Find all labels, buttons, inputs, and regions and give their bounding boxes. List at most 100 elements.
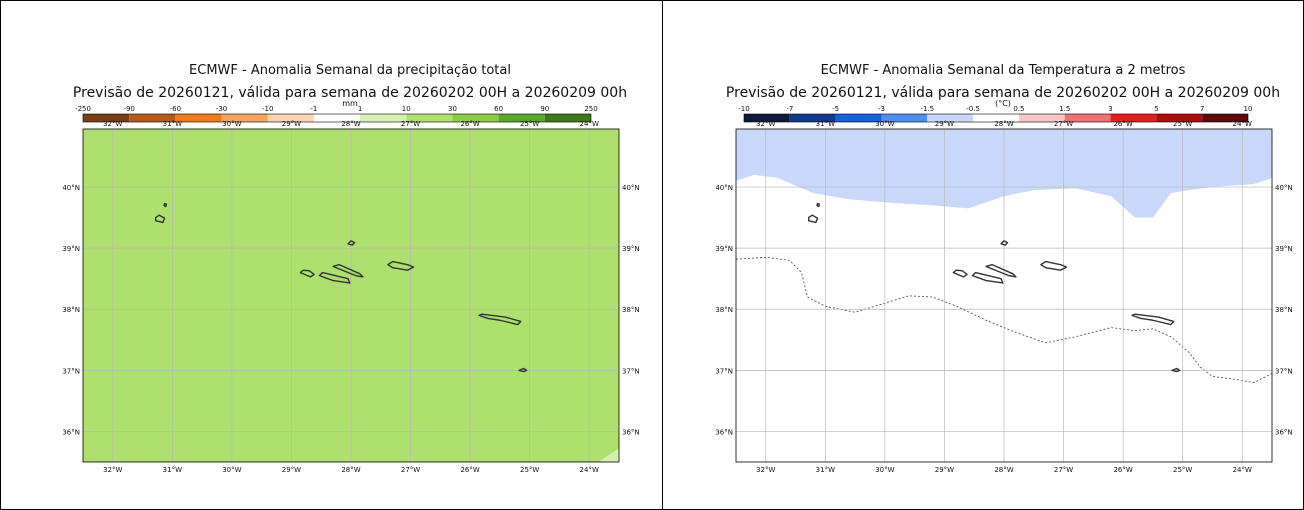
colorbar-tick-label: -1.5 bbox=[920, 105, 934, 113]
colorbar-tick-label: 90 bbox=[540, 105, 549, 113]
colorbar-tick-label: 30 bbox=[448, 105, 457, 113]
island-outline bbox=[816, 202, 821, 208]
island-outline bbox=[985, 263, 1017, 278]
lon-label-bottom: 31°W bbox=[816, 466, 835, 474]
lon-label-bottom: 28°W bbox=[341, 466, 360, 474]
lon-label-top: 30°W bbox=[222, 120, 241, 128]
island-outline bbox=[163, 202, 168, 208]
island-outline bbox=[518, 367, 528, 373]
island-outline bbox=[952, 269, 968, 278]
panel-subtitle: Previsão de 20260121, válida para semana… bbox=[726, 85, 1280, 101]
island-outline bbox=[332, 263, 364, 278]
colorbar-bin bbox=[835, 114, 882, 122]
island-outline bbox=[1131, 313, 1175, 326]
colorbar-bin bbox=[267, 114, 314, 122]
island-outline bbox=[478, 313, 522, 326]
colorbar-bin bbox=[1156, 114, 1203, 122]
lat-label-right: 37°N bbox=[622, 367, 640, 375]
lat-label-left: 36°N bbox=[715, 428, 733, 436]
colorbar-unit: (°C) bbox=[995, 99, 1011, 108]
map-border bbox=[735, 128, 1273, 463]
island-outline bbox=[154, 214, 166, 224]
lat-label-left: 40°N bbox=[62, 184, 80, 192]
lat-label-right: 39°N bbox=[622, 245, 640, 253]
lon-label-top: 26°W bbox=[460, 120, 479, 128]
colorbar-bin bbox=[1064, 114, 1111, 122]
lon-label-top: 29°W bbox=[935, 120, 954, 128]
lat-label-right: 40°N bbox=[1275, 184, 1293, 192]
lon-label-bottom: 25°W bbox=[1173, 466, 1192, 474]
colorbar-bin bbox=[452, 114, 499, 122]
lat-label-left: 38°N bbox=[62, 306, 80, 314]
lon-label-top: 29°W bbox=[282, 120, 301, 128]
colorbar-tick-label: 0.5 bbox=[1013, 105, 1024, 113]
lon-label-top: 31°W bbox=[163, 120, 182, 128]
colorbar-unit: mm bbox=[342, 99, 358, 108]
panel-subtitle: Previsão de 20260121, válida para semana… bbox=[73, 85, 627, 101]
lon-label-bottom: 24°W bbox=[1233, 466, 1252, 474]
lat-label-right: 38°N bbox=[622, 306, 640, 314]
lat-label-right: 36°N bbox=[1275, 428, 1293, 436]
lon-label-bottom: 24°W bbox=[580, 466, 599, 474]
lat-label-right: 36°N bbox=[622, 428, 640, 436]
lon-label-bottom: 30°W bbox=[222, 466, 241, 474]
colorbar-bin bbox=[973, 114, 1019, 122]
lon-label-bottom: 32°W bbox=[756, 466, 775, 474]
colorbar-tick-label: 1 bbox=[358, 105, 362, 113]
precipitation-map-figure: ECMWF - Anomalia Semanal da precipitação… bbox=[62, 63, 639, 474]
colorbar-bin bbox=[927, 114, 974, 122]
colorbar-bin bbox=[1202, 114, 1248, 122]
island-outline bbox=[971, 271, 1004, 284]
lon-label-bottom: 27°W bbox=[401, 466, 420, 474]
map-border bbox=[82, 128, 620, 463]
temperature-map-figure: ECMWF - Anomalia Semanal da Temperatura … bbox=[715, 63, 1292, 474]
panel-title: ECMWF - Anomalia Semanal da Temperatura … bbox=[821, 63, 1186, 78]
colorbar-tick-label: 3 bbox=[1108, 105, 1112, 113]
lon-label-bottom: 28°W bbox=[994, 466, 1013, 474]
colorbar-tick-label: -60 bbox=[170, 105, 181, 113]
lon-label-bottom: 29°W bbox=[935, 466, 954, 474]
panel-divider bbox=[662, 0, 663, 510]
lon-label-top: 28°W bbox=[341, 120, 360, 128]
colorbar-bin bbox=[360, 114, 407, 122]
lon-label-top: 32°W bbox=[103, 120, 122, 128]
lon-label-top: 28°W bbox=[994, 120, 1013, 128]
lon-label-top: 27°W bbox=[1054, 120, 1073, 128]
precipitation-anomaly-panel: ECMWF - Anomalia Semanal da precipitação… bbox=[1, 0, 662, 510]
colorbar-tick-label: -7 bbox=[786, 105, 793, 113]
lat-label-right: 37°N bbox=[1275, 367, 1293, 375]
temperature-map[interactable]: 32°W 32°W 31°W 31°W 30°W 30°W 29°W 29°W 28°W 28°W… bbox=[715, 120, 1292, 474]
lon-label-top: 31°W bbox=[816, 120, 835, 128]
colorbar-bin bbox=[544, 114, 591, 122]
island-outline bbox=[807, 214, 819, 224]
island-outline bbox=[299, 269, 315, 278]
lon-label-top: 27°W bbox=[401, 120, 420, 128]
island-outline bbox=[1040, 260, 1068, 271]
colorbar-bin bbox=[129, 114, 176, 122]
lon-label-bottom: 27°W bbox=[1054, 466, 1073, 474]
lat-label-left: 40°N bbox=[715, 184, 733, 192]
colorbar-tick-label: 10 bbox=[402, 105, 411, 113]
colorbar-tick-label: 7 bbox=[1200, 105, 1204, 113]
colorbar-tick-label: -1 bbox=[310, 105, 317, 113]
lat-label-left: 39°N bbox=[62, 245, 80, 253]
anomaly-patch bbox=[598, 448, 619, 462]
lat-label-left: 36°N bbox=[62, 428, 80, 436]
colorbar-outline bbox=[82, 113, 592, 123]
colorbar-bin bbox=[789, 114, 836, 122]
colorbar-bin bbox=[1018, 114, 1065, 122]
island-outline bbox=[318, 271, 351, 284]
precipitation-map[interactable]: 32°W 32°W 31°W 31°W 30°W 30°W 29°W 29°W 28°W 28°W… bbox=[62, 120, 639, 474]
lon-label-top: 30°W bbox=[875, 120, 894, 128]
colorbar-bin bbox=[498, 114, 545, 122]
island-outline bbox=[1171, 367, 1181, 373]
island-outline bbox=[387, 260, 415, 271]
colorbar-bin bbox=[175, 114, 222, 122]
colorbar-tick-label: -3 bbox=[878, 105, 885, 113]
island-outline bbox=[1000, 240, 1009, 246]
zero-anomaly-contour bbox=[735, 256, 1273, 383]
lat-label-left: 37°N bbox=[62, 367, 80, 375]
colorbar-tick-label: 1.5 bbox=[1059, 105, 1070, 113]
lon-label-bottom: 26°W bbox=[460, 466, 479, 474]
colorbar-bin bbox=[406, 114, 453, 122]
